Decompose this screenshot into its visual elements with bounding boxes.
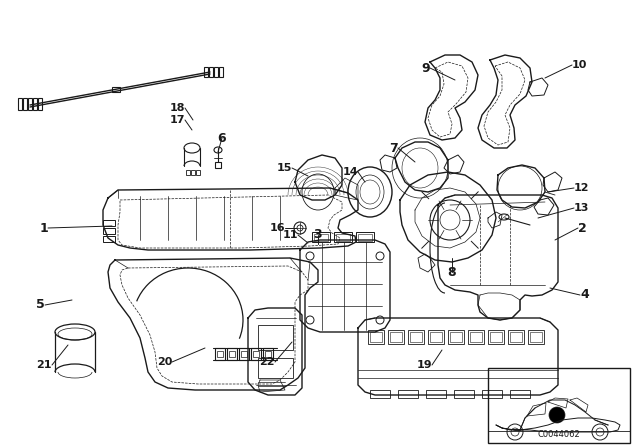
- Bar: [253, 351, 259, 357]
- Bar: [468, 330, 484, 344]
- Bar: [196, 170, 200, 175]
- Bar: [265, 351, 271, 357]
- Text: 6: 6: [218, 132, 227, 145]
- Bar: [258, 325, 293, 350]
- Text: 5: 5: [36, 298, 45, 311]
- Text: 18: 18: [170, 103, 185, 113]
- Text: 11: 11: [282, 230, 298, 240]
- Bar: [370, 390, 390, 398]
- Bar: [488, 330, 504, 344]
- Bar: [241, 351, 247, 357]
- Bar: [426, 390, 446, 398]
- Bar: [239, 348, 249, 360]
- Bar: [408, 330, 424, 344]
- Text: 22: 22: [259, 357, 275, 367]
- Bar: [209, 67, 213, 77]
- Bar: [263, 348, 273, 360]
- Bar: [368, 330, 384, 344]
- Text: C0044062: C0044062: [538, 430, 580, 439]
- Bar: [482, 390, 502, 398]
- Bar: [356, 232, 374, 242]
- Bar: [336, 234, 350, 241]
- Bar: [103, 236, 115, 242]
- Text: 3: 3: [314, 228, 323, 241]
- Bar: [448, 330, 464, 344]
- Text: 12: 12: [574, 183, 589, 193]
- Bar: [251, 348, 261, 360]
- Text: 19: 19: [417, 360, 432, 370]
- Bar: [370, 332, 382, 342]
- Text: 7: 7: [389, 142, 398, 155]
- Bar: [38, 98, 42, 110]
- Bar: [33, 98, 37, 110]
- Text: 8: 8: [448, 266, 456, 279]
- Text: 10: 10: [572, 60, 588, 70]
- Bar: [214, 67, 218, 77]
- Bar: [388, 330, 404, 344]
- Text: 14: 14: [342, 167, 358, 177]
- Text: 20: 20: [157, 357, 172, 367]
- Text: 16: 16: [269, 223, 285, 233]
- Bar: [103, 220, 115, 226]
- Bar: [28, 98, 32, 110]
- Bar: [410, 332, 422, 342]
- Circle shape: [549, 407, 565, 423]
- Bar: [428, 330, 444, 344]
- Bar: [508, 330, 524, 344]
- Bar: [103, 228, 115, 234]
- Bar: [470, 332, 482, 342]
- Bar: [430, 332, 442, 342]
- Bar: [390, 332, 402, 342]
- Bar: [510, 390, 530, 398]
- Bar: [334, 232, 352, 242]
- Bar: [229, 351, 235, 357]
- Bar: [510, 332, 522, 342]
- Bar: [398, 390, 418, 398]
- Bar: [530, 332, 542, 342]
- Bar: [215, 162, 221, 168]
- Bar: [227, 348, 237, 360]
- Text: 2: 2: [578, 221, 587, 234]
- Bar: [454, 390, 474, 398]
- Bar: [217, 351, 223, 357]
- Bar: [186, 170, 190, 175]
- Bar: [358, 234, 372, 241]
- Bar: [312, 232, 330, 242]
- Text: 4: 4: [580, 289, 589, 302]
- Bar: [219, 67, 223, 77]
- Bar: [215, 348, 225, 360]
- Bar: [18, 98, 22, 110]
- Bar: [450, 332, 462, 342]
- Bar: [528, 330, 544, 344]
- Bar: [191, 170, 195, 175]
- Bar: [490, 332, 502, 342]
- Text: 13: 13: [574, 203, 589, 213]
- Text: 15: 15: [276, 163, 292, 173]
- Bar: [112, 87, 120, 92]
- Text: 1: 1: [39, 221, 48, 234]
- Text: 21: 21: [36, 360, 52, 370]
- Bar: [204, 67, 208, 77]
- Bar: [258, 358, 293, 378]
- Bar: [23, 98, 27, 110]
- Text: 17: 17: [170, 115, 185, 125]
- Text: 9: 9: [421, 61, 430, 74]
- Bar: [488, 368, 630, 443]
- Bar: [314, 234, 328, 241]
